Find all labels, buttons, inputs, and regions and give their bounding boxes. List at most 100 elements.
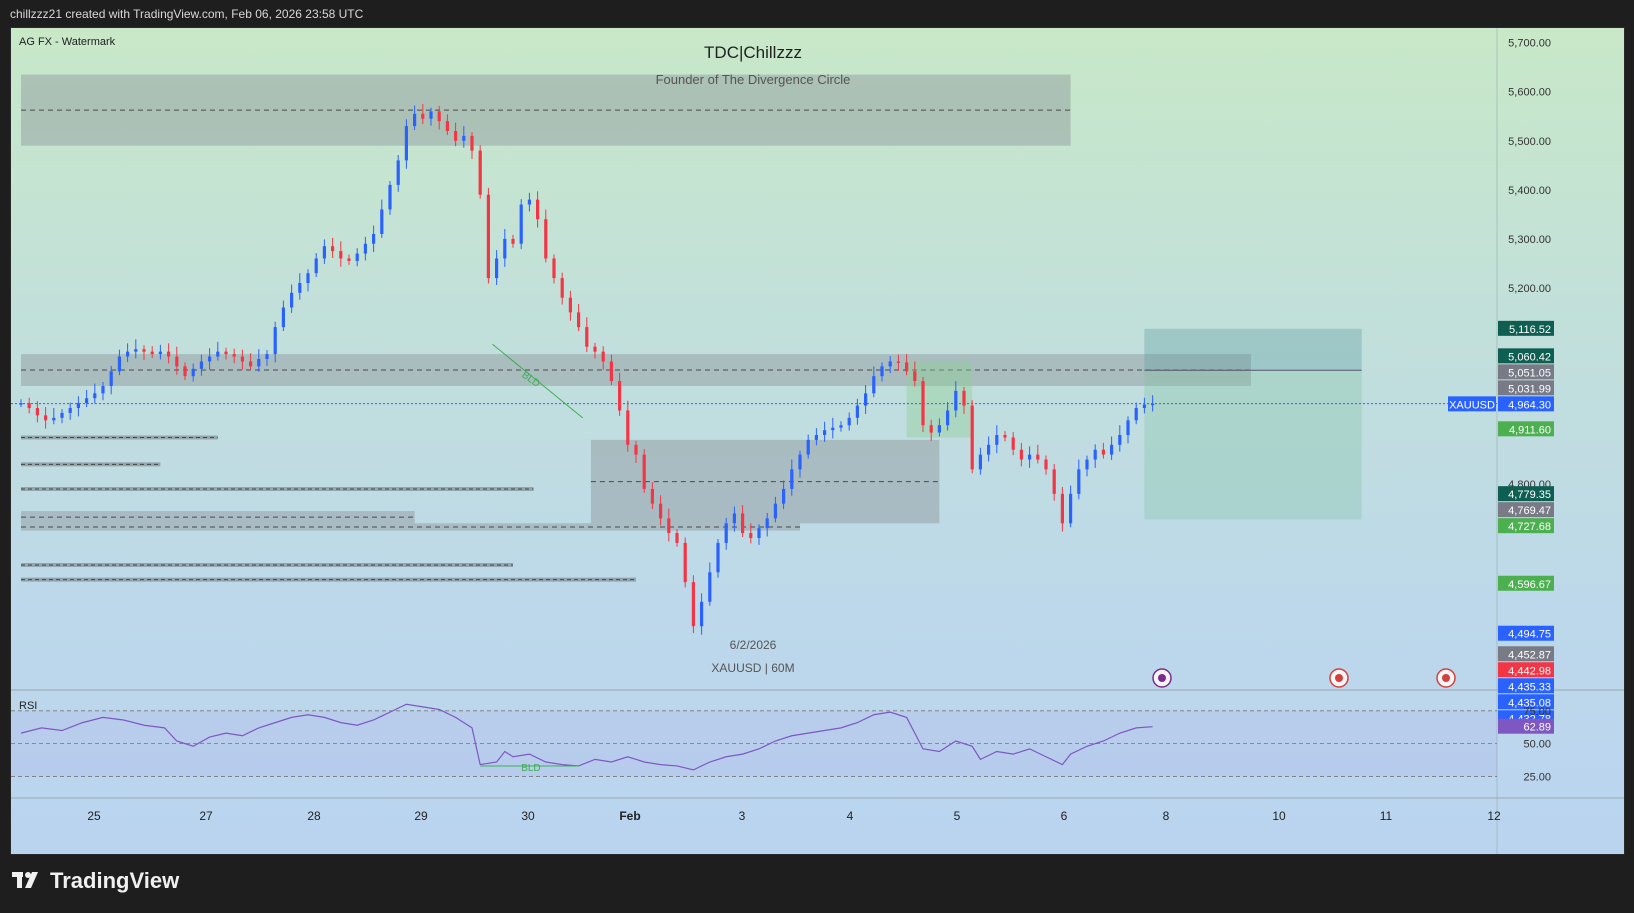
us-flag-event-icon-dot	[1442, 674, 1450, 682]
symbol-tag-label: XAUUSD	[1449, 399, 1495, 411]
time-axis-tick: Feb	[619, 809, 640, 823]
time-axis-tick: 5	[954, 809, 961, 823]
candle-body	[462, 135, 466, 141]
candle-body	[888, 361, 892, 367]
rsi-label: RSI	[19, 700, 37, 712]
price-tag-label: 4,964.30	[1508, 399, 1551, 411]
time-axis-tick: 30	[521, 809, 535, 823]
candle-body	[577, 312, 581, 328]
price-tag-label: 4,779.35	[1508, 489, 1551, 501]
time-axis-tick: 8	[1163, 809, 1170, 823]
candle-body	[1069, 493, 1073, 524]
price-tag-label: 5,051.05	[1508, 367, 1551, 379]
candle-body	[1142, 404, 1146, 409]
candle-body	[413, 113, 417, 127]
candle-body	[1060, 493, 1064, 524]
price-tag-label: 4,452.87	[1508, 649, 1551, 661]
candle-body	[76, 403, 80, 409]
price-tag	[1498, 502, 1554, 518]
candle-body	[19, 403, 23, 405]
candle-body	[831, 427, 835, 431]
tradingview-logo[interactable]: TradingView	[12, 868, 179, 894]
candle-body	[142, 349, 146, 352]
candle-body	[823, 430, 827, 436]
candle-body	[1085, 459, 1089, 470]
price-tag	[1498, 575, 1554, 591]
candle-body	[355, 253, 359, 261]
projection-target-box	[1144, 328, 1362, 371]
price-tag	[1498, 320, 1554, 336]
candle-body	[454, 130, 458, 141]
candle-body	[978, 454, 982, 470]
time-axis-tick: 3	[739, 809, 746, 823]
price-tag	[1498, 625, 1554, 641]
candle-body	[790, 469, 794, 489]
candle-body	[519, 204, 523, 244]
candle-body	[281, 307, 285, 328]
candle-body	[68, 408, 72, 413]
candle-body	[929, 425, 933, 433]
candle-body	[167, 351, 171, 357]
candle-body	[544, 219, 548, 259]
candle-body	[101, 385, 105, 394]
candle-body	[1134, 408, 1138, 421]
candle-body	[273, 327, 277, 355]
candle-body	[347, 258, 351, 261]
chart-frame[interactable]: BLD AG FX - Watermark TDC|Chillzzz Founder …	[10, 27, 1625, 855]
price-tag-label: 4,596.67	[1508, 579, 1551, 591]
candle-body	[642, 454, 646, 489]
price-tag	[1498, 380, 1554, 396]
candle-body	[134, 349, 138, 352]
candle-body	[404, 126, 408, 161]
time-axis-tick: 6	[1061, 809, 1068, 823]
candle-body	[1093, 449, 1097, 460]
projection-stop-box	[1144, 370, 1362, 520]
tradingview-brand: TradingView	[50, 868, 180, 893]
candle-body	[314, 258, 318, 274]
candle-body	[667, 518, 671, 534]
candle-body	[814, 435, 818, 440]
candle-body	[757, 528, 761, 538]
candle-body	[659, 503, 663, 519]
candle-body	[798, 454, 802, 470]
candle-body	[380, 209, 384, 234]
candle-body	[183, 366, 187, 377]
candle-body	[683, 542, 687, 583]
rsi-line	[20, 703, 1153, 771]
candle-body	[691, 582, 695, 627]
center-subtitle: Founder of The Divergence Circle	[656, 72, 851, 87]
chart-canvas[interactable]: BLD AG FX - Watermark TDC|Chillzzz Founder …	[11, 28, 1624, 854]
supply-demand-zone	[21, 511, 415, 524]
price-tag-label: 4,442.98	[1508, 665, 1551, 677]
candle-body	[1151, 403, 1155, 406]
tradingview-logo-icon	[12, 872, 42, 890]
price-tag	[1498, 364, 1554, 380]
candle-body	[224, 351, 228, 355]
price-tag	[1498, 662, 1554, 678]
price-axis-tick: 5,400.00	[1508, 185, 1551, 197]
candle-body	[1101, 449, 1105, 455]
candle-body	[232, 354, 236, 357]
candle-body	[175, 356, 179, 367]
candle-body	[773, 503, 777, 519]
candle-body	[126, 351, 130, 357]
candle-body	[429, 111, 433, 119]
candle-body	[52, 417, 56, 421]
date-label: 6/2/2026	[730, 638, 777, 652]
candle-body	[470, 135, 474, 151]
price-tag-label: 4,769.47	[1508, 505, 1551, 517]
time-axis-tick: 4	[847, 809, 854, 823]
candle-body	[536, 199, 540, 220]
candle-body	[445, 121, 449, 131]
candle-body	[527, 199, 531, 205]
us-flag-event-icon-dot	[1335, 674, 1343, 682]
candle-body	[650, 488, 654, 504]
candle-body	[503, 238, 507, 259]
candle-body	[437, 111, 441, 122]
price-tag	[1498, 396, 1554, 412]
price-axis-tick: 5,200.00	[1508, 283, 1551, 295]
candle-body	[93, 393, 97, 399]
rsi-current-label: 62.89	[1523, 722, 1551, 734]
candle-body	[1110, 444, 1114, 455]
price-tag-label: 4,911.60	[1509, 424, 1551, 436]
